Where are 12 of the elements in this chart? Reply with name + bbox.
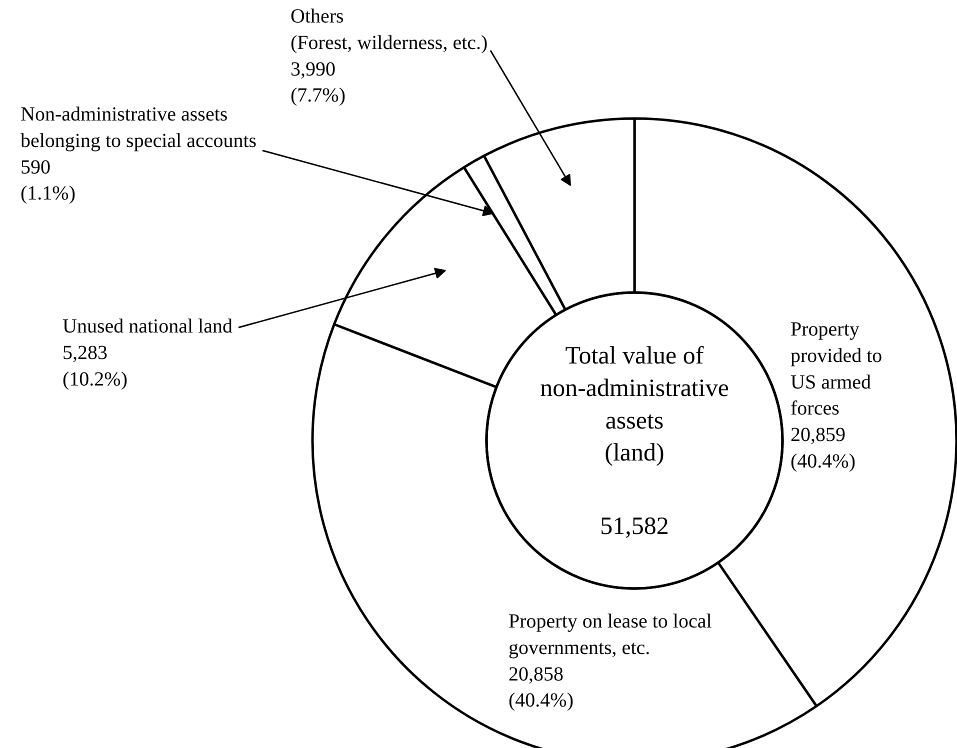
slice-label: Property provided to US armed forces (790, 318, 882, 420)
slice-label: Non-administrative assets belonging to special accounts (20, 104, 257, 152)
slice-label: Unused national land (62, 316, 232, 338)
data-label: 20,858 (40.4%) (508, 663, 574, 712)
text: 51,582 (600, 513, 669, 540)
data-label: 3,990 (7.7%) (290, 58, 346, 107)
slice-label: Others (Forest, wilderness, etc.) (290, 6, 488, 54)
data-label: 20,859 (40.4%) (790, 424, 856, 472)
slice-label: Property on lease to local governments, etc. (508, 610, 712, 659)
text: Total value of non-administrative assets (land) (540, 342, 729, 467)
data-label: 5,283 (10.2%) (62, 342, 128, 390)
data-label: 590 (1.1%) (20, 156, 76, 205)
